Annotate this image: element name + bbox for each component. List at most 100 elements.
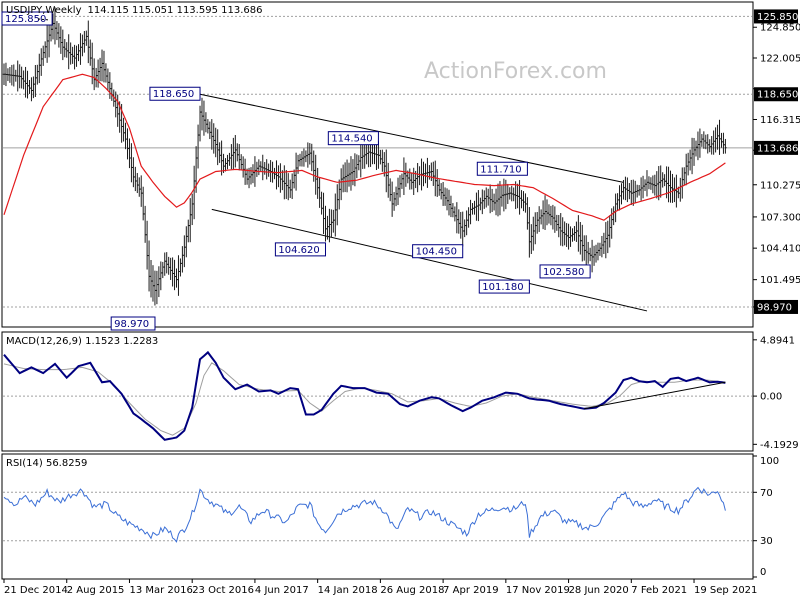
price-bar	[277, 165, 280, 188]
price-bar	[471, 203, 474, 215]
price-bar	[128, 138, 131, 169]
price-bar	[108, 72, 112, 99]
price-bar	[185, 226, 188, 258]
price-bar	[641, 175, 645, 199]
price-bar	[173, 259, 176, 291]
price-bar	[690, 137, 694, 175]
price-bar	[308, 143, 312, 165]
price-bar	[157, 266, 161, 298]
price-bar	[555, 214, 559, 231]
price-bar	[351, 159, 355, 186]
price-bar	[106, 68, 110, 90]
price-bar	[85, 30, 88, 46]
price-bar	[390, 181, 394, 217]
price-bar	[622, 179, 625, 200]
price-bar	[43, 41, 47, 59]
annotation-box	[539, 264, 591, 279]
price-bar	[289, 179, 292, 198]
price-bar	[483, 190, 486, 209]
y-tick-label: 101.495	[760, 275, 800, 286]
price-bar	[710, 136, 713, 155]
annotation-label: 118.650	[153, 89, 194, 100]
rsi-line	[3, 486, 726, 543]
price-bar	[392, 192, 396, 211]
price-annotation: 102.580	[539, 264, 591, 279]
price-bar	[416, 162, 419, 193]
price-bar	[228, 152, 231, 166]
price-bar	[598, 242, 602, 256]
price-bar	[600, 235, 604, 258]
price-bar	[449, 195, 453, 218]
price-bar	[322, 192, 325, 235]
price-bar	[549, 205, 553, 226]
moving-average-line	[3, 73, 726, 221]
price-annotation: 104.450	[412, 244, 464, 259]
price-bar	[526, 197, 529, 230]
price-bar	[75, 45, 78, 67]
price-bar	[671, 173, 674, 203]
price-bar	[436, 169, 439, 197]
x-tick-label: 28 Jun 2020	[569, 585, 629, 596]
price-bar	[216, 129, 219, 166]
price-bar	[24, 66, 27, 98]
level-tag: 98.970	[754, 299, 798, 314]
price-bar	[439, 183, 443, 200]
price-bar	[338, 179, 341, 210]
macd-y-axis: 4.8941 0.00 -4.1929	[3, 335, 799, 451]
price-bar	[396, 177, 400, 205]
price-annotation: 104.620	[274, 242, 326, 257]
price-bar	[567, 223, 570, 250]
y-tick-label: 0	[760, 567, 766, 578]
price-bar	[561, 217, 564, 247]
price-bar	[455, 202, 459, 234]
price-bar	[571, 228, 574, 242]
price-bar	[477, 190, 480, 222]
annotation-label: 125.850	[5, 14, 46, 25]
level-tag: 113.686	[754, 140, 798, 155]
price-bar	[42, 45, 45, 66]
annotation-box	[412, 244, 464, 259]
price-bar	[336, 184, 339, 226]
price-bar	[594, 244, 598, 263]
price-bar	[292, 169, 296, 189]
price-bar	[388, 178, 392, 202]
price-bar	[214, 127, 217, 158]
price-bar	[198, 105, 202, 142]
price-chart-title: USDJPY,Weekly 114.115 115.051 113.595 113…	[6, 5, 262, 16]
price-bar	[684, 153, 688, 186]
annotation-label: 104.450	[416, 247, 457, 258]
price-bar	[283, 165, 286, 200]
price-bar	[304, 150, 308, 163]
price-bar	[402, 157, 406, 196]
price-bar	[530, 224, 533, 255]
price-bar	[626, 177, 629, 203]
annotation-box	[1, 11, 53, 26]
y-tick-label: -4.1929	[760, 440, 799, 451]
price-bar	[596, 242, 600, 261]
annotation-label: 101.180	[482, 282, 523, 293]
price-bar	[451, 203, 455, 218]
level-tag: 118.650	[754, 87, 798, 102]
price-bar	[30, 77, 33, 102]
price-bar	[700, 134, 704, 147]
price-bar	[314, 154, 317, 195]
price-bar	[92, 58, 96, 91]
price-bar	[461, 211, 464, 247]
price-bar	[498, 181, 502, 216]
price-bar	[714, 127, 717, 153]
x-tick-label: 7 Feb 2021	[631, 585, 687, 596]
price-bar	[612, 206, 615, 226]
price-bar	[520, 190, 523, 209]
level-tag-bg	[754, 87, 798, 102]
price-bar	[20, 66, 23, 89]
price-bar	[359, 141, 362, 178]
price-bar	[147, 240, 151, 292]
price-bar	[400, 173, 404, 189]
price-bar	[61, 29, 65, 61]
price-bar	[273, 167, 276, 180]
x-tick-label: 7 Apr 2019	[443, 585, 498, 596]
y-tick-label: 110.275	[760, 180, 800, 191]
price-annotation: 114.540	[327, 131, 379, 146]
rsi-panel-frame	[1, 453, 754, 580]
